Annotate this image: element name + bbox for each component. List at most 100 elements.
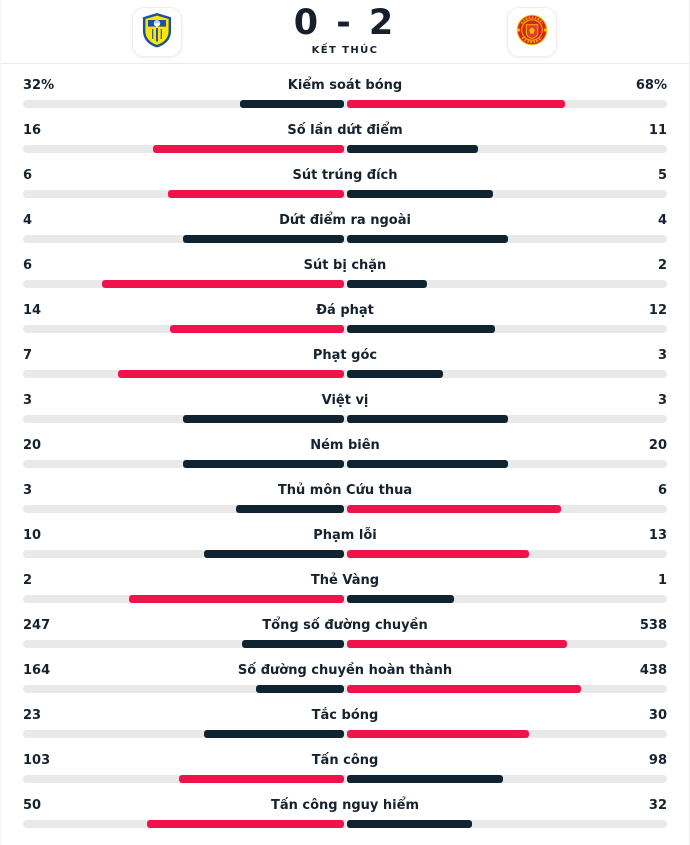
stat-bar-track xyxy=(23,460,667,468)
home-bar xyxy=(255,685,344,693)
stat-head: 2 Thẻ Vàng 1 xyxy=(23,572,667,589)
stat-row: 16 Số lần dứt điểm 11 xyxy=(23,122,667,153)
home-value: 6 xyxy=(23,258,33,273)
stat-label: Ném biên xyxy=(310,438,380,453)
home-bar xyxy=(170,325,344,333)
away-value: 3 xyxy=(657,393,667,408)
away-bar xyxy=(346,325,496,333)
away-bar xyxy=(346,685,581,693)
stat-head: 20 Ném biên 20 xyxy=(23,437,667,454)
stat-bar-track xyxy=(23,100,667,108)
away-value: 5 xyxy=(657,168,667,183)
stat-row: 2 Thẻ Vàng 1 xyxy=(23,572,667,603)
home-value: 103 xyxy=(23,753,51,768)
away-bar xyxy=(346,595,454,603)
stat-bar-track xyxy=(23,820,667,828)
stat-label: Kiểm soát bóng xyxy=(287,78,403,93)
stat-bar-track xyxy=(23,325,667,333)
stat-head: 6 Sút trúng đích 5 xyxy=(23,167,667,184)
away-value: 438 xyxy=(639,663,667,678)
stat-head: 6 Sút bị chặn 2 xyxy=(23,257,667,274)
home-value: 4 xyxy=(23,213,33,228)
stat-bar-track xyxy=(23,370,667,378)
home-value: 6 xyxy=(23,168,33,183)
stat-head: 247 Tổng số đường chuyền 538 xyxy=(23,617,667,634)
home-bar xyxy=(118,370,344,378)
away-value: 11 xyxy=(648,123,667,138)
home-bar xyxy=(102,280,344,288)
home-value: 164 xyxy=(23,663,51,678)
stat-label: Tắc bóng xyxy=(311,708,379,723)
stat-head: 7 Phạt góc 3 xyxy=(23,347,667,364)
stat-row: 6 Sút bị chặn 2 xyxy=(23,257,667,288)
stats-list: 32% Kiểm soát bóng 68% 16 Số lần dứt điể… xyxy=(1,64,689,828)
stat-head: 103 Tấn công 98 xyxy=(23,752,667,769)
stat-head: 3 Thủ môn Cứu thua 6 xyxy=(23,482,667,499)
home-bar xyxy=(147,820,344,828)
home-bar xyxy=(236,505,344,513)
stat-row: 164 Số đường chuyền hoàn thành 438 xyxy=(23,662,667,693)
stat-row: 14 Đá phạt 12 xyxy=(23,302,667,333)
stat-bar-track xyxy=(23,730,667,738)
home-value: 7 xyxy=(23,348,33,363)
match-status: KẾT THÚC xyxy=(311,44,379,56)
home-bar xyxy=(128,595,344,603)
away-value: 538 xyxy=(639,618,667,633)
away-bar xyxy=(346,235,508,243)
match-header: 0 - 2 KẾT THÚC xyxy=(1,0,689,64)
stat-bar-track xyxy=(23,685,667,693)
stat-head: 3 Việt vị 3 xyxy=(23,392,667,409)
score-text: 0 - 2 xyxy=(293,3,397,43)
stat-bar-track xyxy=(23,235,667,243)
stat-row: 4 Dứt điểm ra ngoài 4 xyxy=(23,212,667,243)
stat-bar-track xyxy=(23,190,667,198)
stat-label: Tấn công xyxy=(311,753,379,768)
away-bar xyxy=(346,280,427,288)
home-value: 32% xyxy=(23,78,55,93)
home-bar xyxy=(182,460,344,468)
stat-head: 16 Số lần dứt điểm 11 xyxy=(23,122,667,139)
stat-row: 50 Tấn công nguy hiểm 32 xyxy=(23,797,667,828)
away-value: 30 xyxy=(648,708,667,723)
away-bar xyxy=(346,460,508,468)
away-team-logo[interactable] xyxy=(507,7,557,57)
stat-bar-track xyxy=(23,550,667,558)
stat-row: 3 Việt vị 3 xyxy=(23,392,667,423)
away-value: 32 xyxy=(648,798,667,813)
stat-label: Phạt góc xyxy=(312,348,378,363)
stat-label: Dứt điểm ra ngoài xyxy=(279,213,411,228)
stat-bar-track xyxy=(23,505,667,513)
away-bar xyxy=(346,775,504,783)
stat-label: Sút trúng đích xyxy=(292,168,398,183)
home-value: 10 xyxy=(23,528,42,543)
away-bar xyxy=(346,505,562,513)
stat-row: 7 Phạt góc 3 xyxy=(23,347,667,378)
stat-label: Việt vị xyxy=(321,393,369,408)
stat-bar-track xyxy=(23,595,667,603)
home-value: 3 xyxy=(23,393,33,408)
manchester-united-crest-icon xyxy=(513,11,551,53)
stat-bar-track xyxy=(23,775,667,783)
home-value: 247 xyxy=(23,618,51,633)
home-value: 23 xyxy=(23,708,42,723)
home-value: 3 xyxy=(23,483,33,498)
stat-head: 32% Kiểm soát bóng 68% xyxy=(23,77,667,94)
stat-row: 247 Tổng số đường chuyền 538 xyxy=(23,617,667,648)
home-team-logo[interactable] xyxy=(132,7,182,57)
away-value: 12 xyxy=(648,303,667,318)
away-bar xyxy=(346,370,444,378)
home-bar xyxy=(203,550,344,558)
away-value: 3 xyxy=(657,348,667,363)
stat-label: Tổng số đường chuyền xyxy=(262,618,428,633)
away-value: 6 xyxy=(657,483,667,498)
away-value: 98 xyxy=(648,753,667,768)
home-bar xyxy=(178,775,344,783)
home-value: 50 xyxy=(23,798,42,813)
stat-row: 3 Thủ môn Cứu thua 6 xyxy=(23,482,667,513)
stat-row: 10 Phạm lỗi 13 xyxy=(23,527,667,558)
away-value: 4 xyxy=(657,213,667,228)
stat-head: 10 Phạm lỗi 13 xyxy=(23,527,667,544)
stat-bar-track xyxy=(23,415,667,423)
stat-label: Phạm lỗi xyxy=(313,528,377,543)
